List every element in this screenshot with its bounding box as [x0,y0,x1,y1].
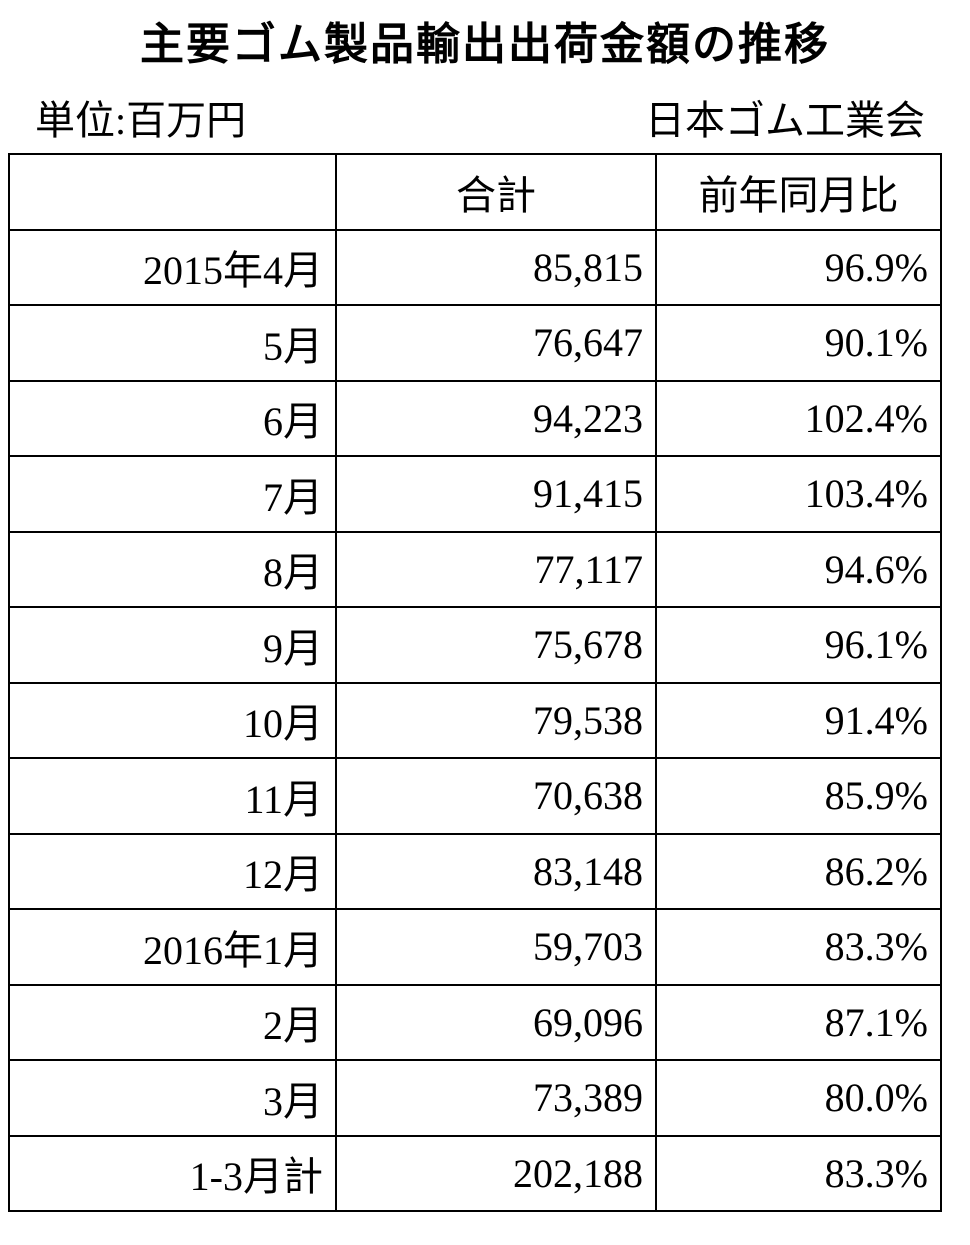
table-row: 2月 69,096 87.1% [8,983,942,1061]
cell: 90.1% [655,304,942,382]
row-label: 2月 [8,983,337,1061]
row-label: 3月 [8,1059,337,1137]
row-label: 11月 [8,757,337,835]
table-row: 9月 75,678 96.1% [8,606,942,684]
table-row: 12月 83,148 86.2% [8,832,942,910]
table-body: 2015年4月 85,815 96.9% 5月 76,647 90.1% 6月 94,223 1… [8,228,942,1212]
cell: 76,647 [335,304,657,382]
cell: 73,389 [335,1059,657,1137]
row-label: 10月 [8,681,337,759]
cell: 96.1% [655,606,942,684]
cell: 80.0% [655,1059,942,1137]
row-label: 7月 [8,455,337,533]
cell: 96.9% [655,228,942,306]
table-row: 7月 91,415 103.4% [8,455,942,533]
table-row: 11月 70,638 85.9% [8,757,942,835]
row-label: 2016年1月 [8,908,337,986]
header-cell: 合計 [335,153,657,231]
cell: 59,703 [335,908,657,986]
table-row: 2016年1月 59,703 83.3% [8,908,942,986]
cell: 77,117 [335,530,657,608]
table-row: 3月 73,389 80.0% [8,1059,942,1137]
cell: 94,223 [335,379,657,457]
row-label: 6月 [8,379,337,457]
cell: 103.4% [655,455,942,533]
table-row: 8月 77,117 94.6% [8,530,942,608]
cell: 85,815 [335,228,657,306]
row-label: 12月 [8,832,337,910]
cell: 70,638 [335,757,657,835]
cell: 83.3% [655,1134,942,1212]
row-label: 8月 [8,530,337,608]
row-label: 9月 [8,606,337,684]
unit: 単位:百万円 [35,98,247,143]
row-label: 2015年4月 [8,228,337,306]
cell: 102.4% [655,379,942,457]
cell: 202,188 [335,1134,657,1212]
cell: 91.4% [655,681,942,759]
cell: 85.9% [655,757,942,835]
table-row: 10月 79,538 91.4% [8,681,942,759]
row-label: 5月 [8,304,337,382]
cell: 87.1% [655,983,942,1061]
cell: 83.3% [655,908,942,986]
cell: 79,538 [335,681,657,759]
row-label: 1-3月計 [8,1134,337,1212]
table-row: 6月 94,223 102.4% [8,379,942,457]
table-row: 2015年4月 85,815 96.9% [8,228,942,306]
cell: 86.2% [655,832,942,910]
data-table: 合計 前年同月比 2015年4月 85,815 96.9% 5月 76,647 90.1%… [8,153,942,1212]
table-row: 1-3月計 202,188 83.3% [8,1134,942,1212]
title: 主要ゴム製品輸出出荷金額の推移 [140,19,830,70]
header-cell [8,153,337,231]
table-row: 5月 76,647 90.1% [8,304,942,382]
header-row: 合計 前年同月比 [8,153,942,231]
cell: 69,096 [335,983,657,1061]
table-header: 合計 前年同月比 [8,153,942,231]
cell: 94.6% [655,530,942,608]
source: 日本ゴム工業会 [645,98,925,143]
header-cell: 前年同月比 [655,153,942,231]
cell: 83,148 [335,832,657,910]
cell: 75,678 [335,606,657,684]
cell: 91,415 [335,455,657,533]
